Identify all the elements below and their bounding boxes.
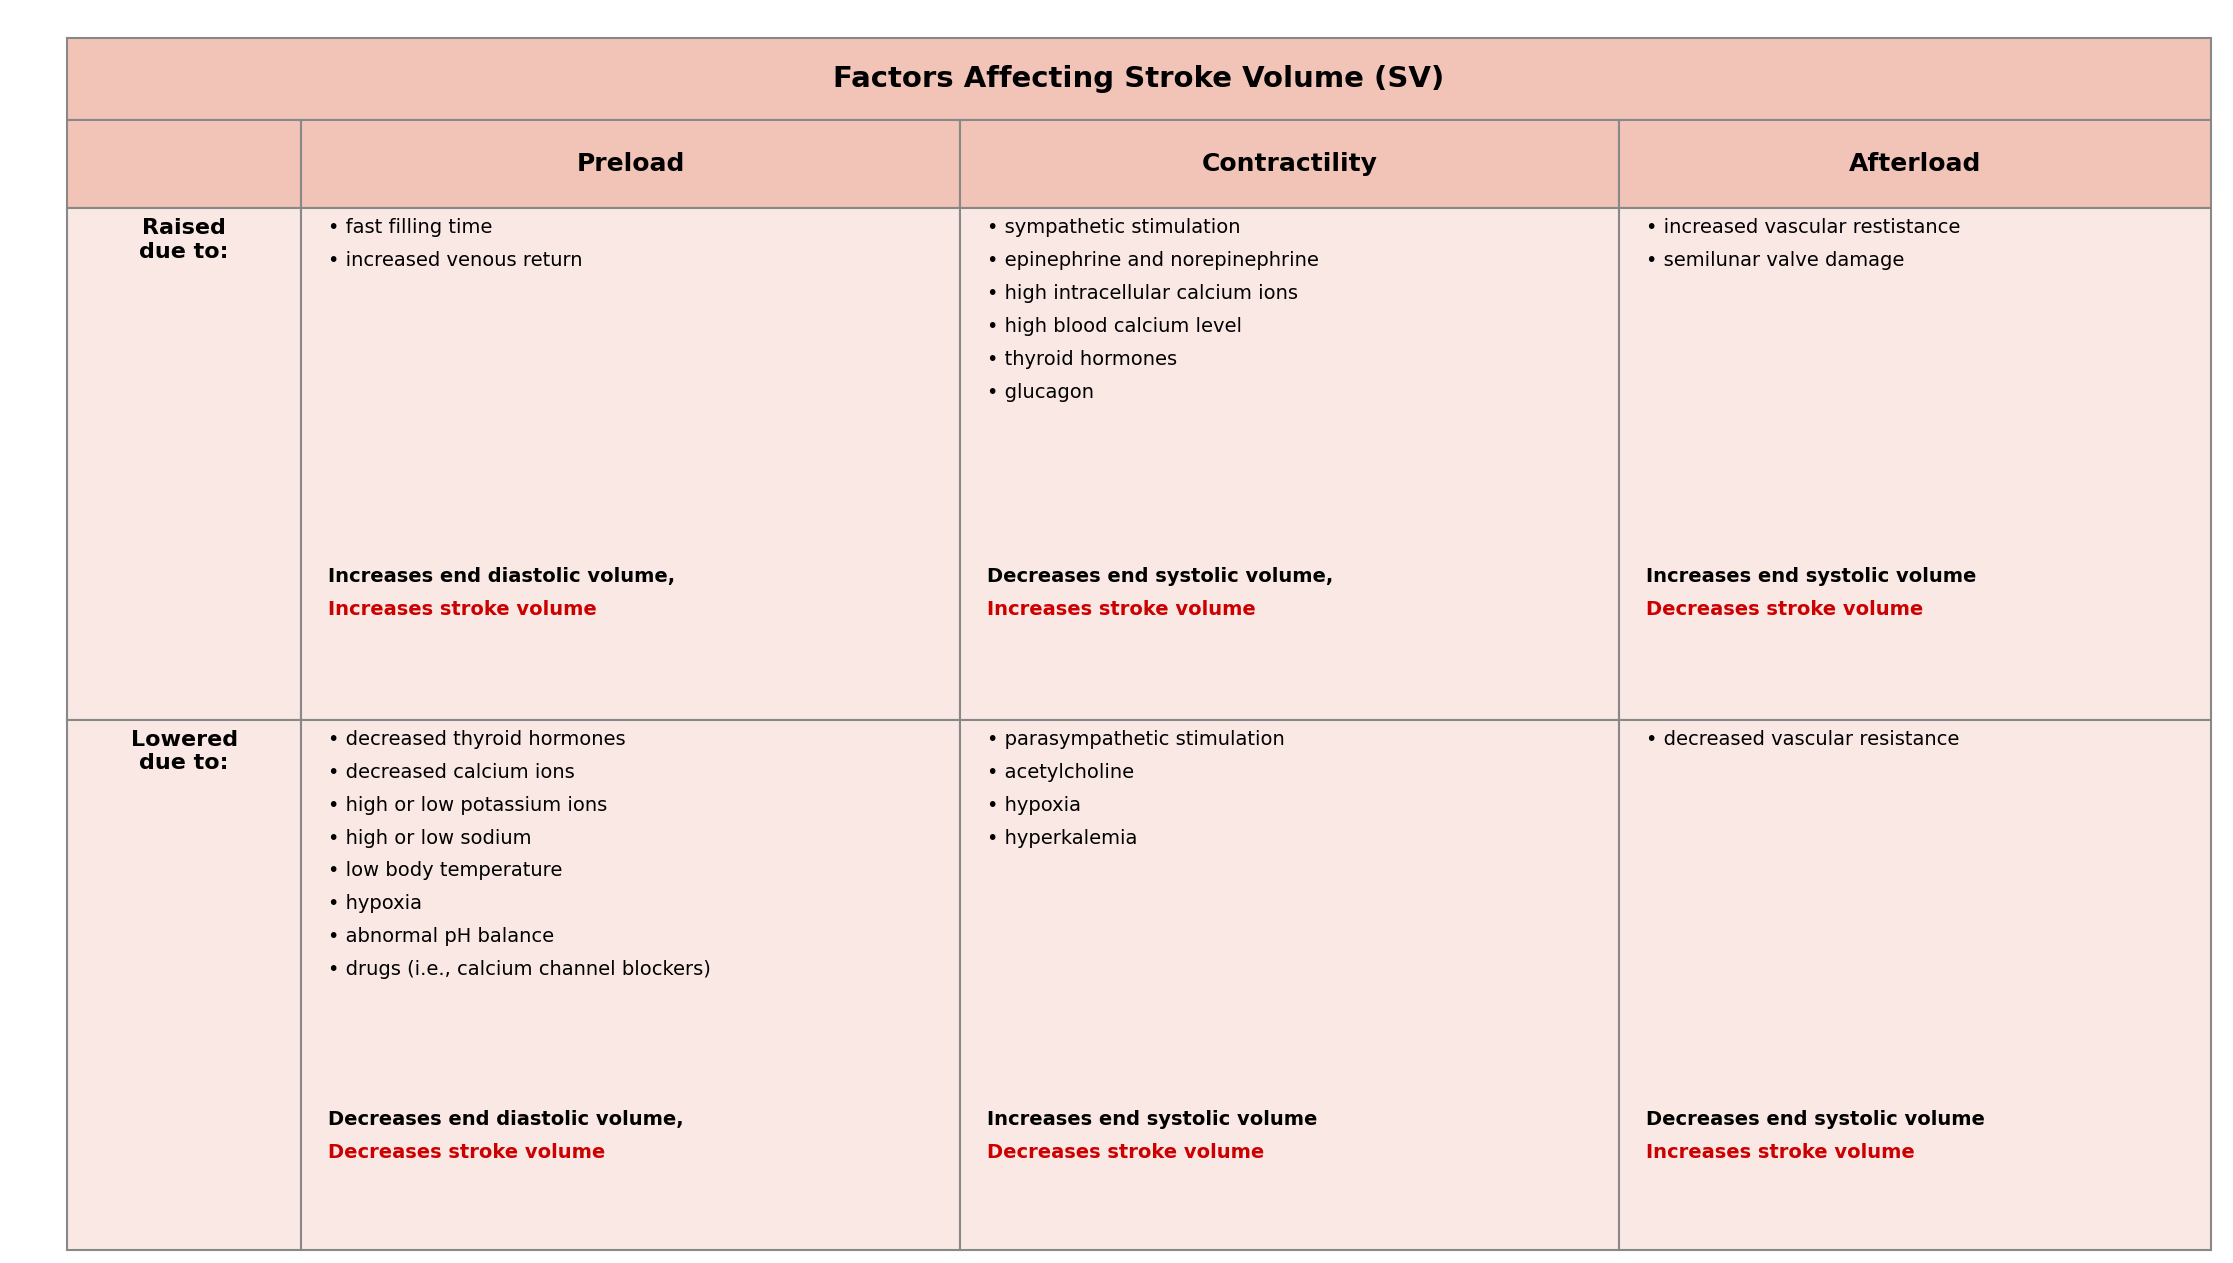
Text: • glucagon: • glucagon [987,383,1094,402]
Text: • hypoxia: • hypoxia [328,894,422,913]
Text: • high blood calcium level: • high blood calcium level [987,317,1242,336]
Text: Decreases stroke volume: Decreases stroke volume [987,1143,1264,1162]
Text: • semilunar valve damage: • semilunar valve damage [1646,251,1905,270]
Text: • fast filling time: • fast filling time [328,218,493,237]
Text: Decreases end systolic volume,: Decreases end systolic volume, [987,567,1333,586]
Text: • low body temperature: • low body temperature [328,861,563,880]
Text: Decreases stroke volume: Decreases stroke volume [328,1143,605,1162]
Bar [67,38,2211,120]
Text: Preload: Preload [576,152,686,177]
Text: Decreases end systolic volume: Decreases end systolic volume [1646,1110,1985,1129]
Text: • high or low potassium ions: • high or low potassium ions [328,796,607,815]
Text: Decreases stroke volume: Decreases stroke volume [1646,600,1923,619]
Text: Increases stroke volume: Increases stroke volume [328,600,596,619]
Text: • hyperkalemia: • hyperkalemia [987,829,1137,847]
Bar [67,208,301,720]
Text: • sympathetic stimulation: • sympathetic stimulation [987,218,1242,237]
Bar [1619,720,2211,1250]
Text: Contractility: Contractility [1201,152,1378,177]
Bar [960,208,1619,720]
Text: • drugs (i.e., calcium channel blockers): • drugs (i.e., calcium channel blockers) [328,960,710,979]
Text: • abnormal pH balance: • abnormal pH balance [328,927,554,946]
Text: • high or low sodium: • high or low sodium [328,829,531,847]
Text: Afterload: Afterload [1849,152,1981,177]
Text: • acetylcholine: • acetylcholine [987,763,1134,782]
Bar [301,120,960,208]
Text: • increased vascular restistance: • increased vascular restistance [1646,218,1961,237]
Text: • increased venous return: • increased venous return [328,251,583,270]
Text: Increases stroke volume: Increases stroke volume [987,600,1255,619]
Text: • decreased thyroid hormones: • decreased thyroid hormones [328,730,625,749]
Text: • high intracellular calcium ions: • high intracellular calcium ions [987,284,1297,303]
Bar [67,120,301,208]
Text: • epinephrine and norepinephrine: • epinephrine and norepinephrine [987,251,1320,270]
Text: • hypoxia: • hypoxia [987,796,1081,815]
Text: • decreased vascular resistance: • decreased vascular resistance [1646,730,1958,749]
Text: • parasympathetic stimulation: • parasympathetic stimulation [987,730,1284,749]
Bar [960,720,1619,1250]
Text: Increases end systolic volume: Increases end systolic volume [1646,567,1976,586]
Text: Lowered
due to:: Lowered due to: [132,730,237,773]
Text: Increases end diastolic volume,: Increases end diastolic volume, [328,567,674,586]
Text: Increases stroke volume: Increases stroke volume [1646,1143,1914,1162]
Bar [960,120,1619,208]
Text: • decreased calcium ions: • decreased calcium ions [328,763,576,782]
Text: • thyroid hormones: • thyroid hormones [987,350,1177,369]
Bar [1619,120,2211,208]
Text: Raised
due to:: Raised due to: [138,218,230,261]
Bar [1619,208,2211,720]
Text: Decreases end diastolic volume,: Decreases end diastolic volume, [328,1110,683,1129]
Text: Increases end systolic volume: Increases end systolic volume [987,1110,1317,1129]
Bar [301,208,960,720]
Bar [301,720,960,1250]
Text: Factors Affecting Stroke Volume (SV): Factors Affecting Stroke Volume (SV) [833,64,1445,93]
Bar [67,720,301,1250]
